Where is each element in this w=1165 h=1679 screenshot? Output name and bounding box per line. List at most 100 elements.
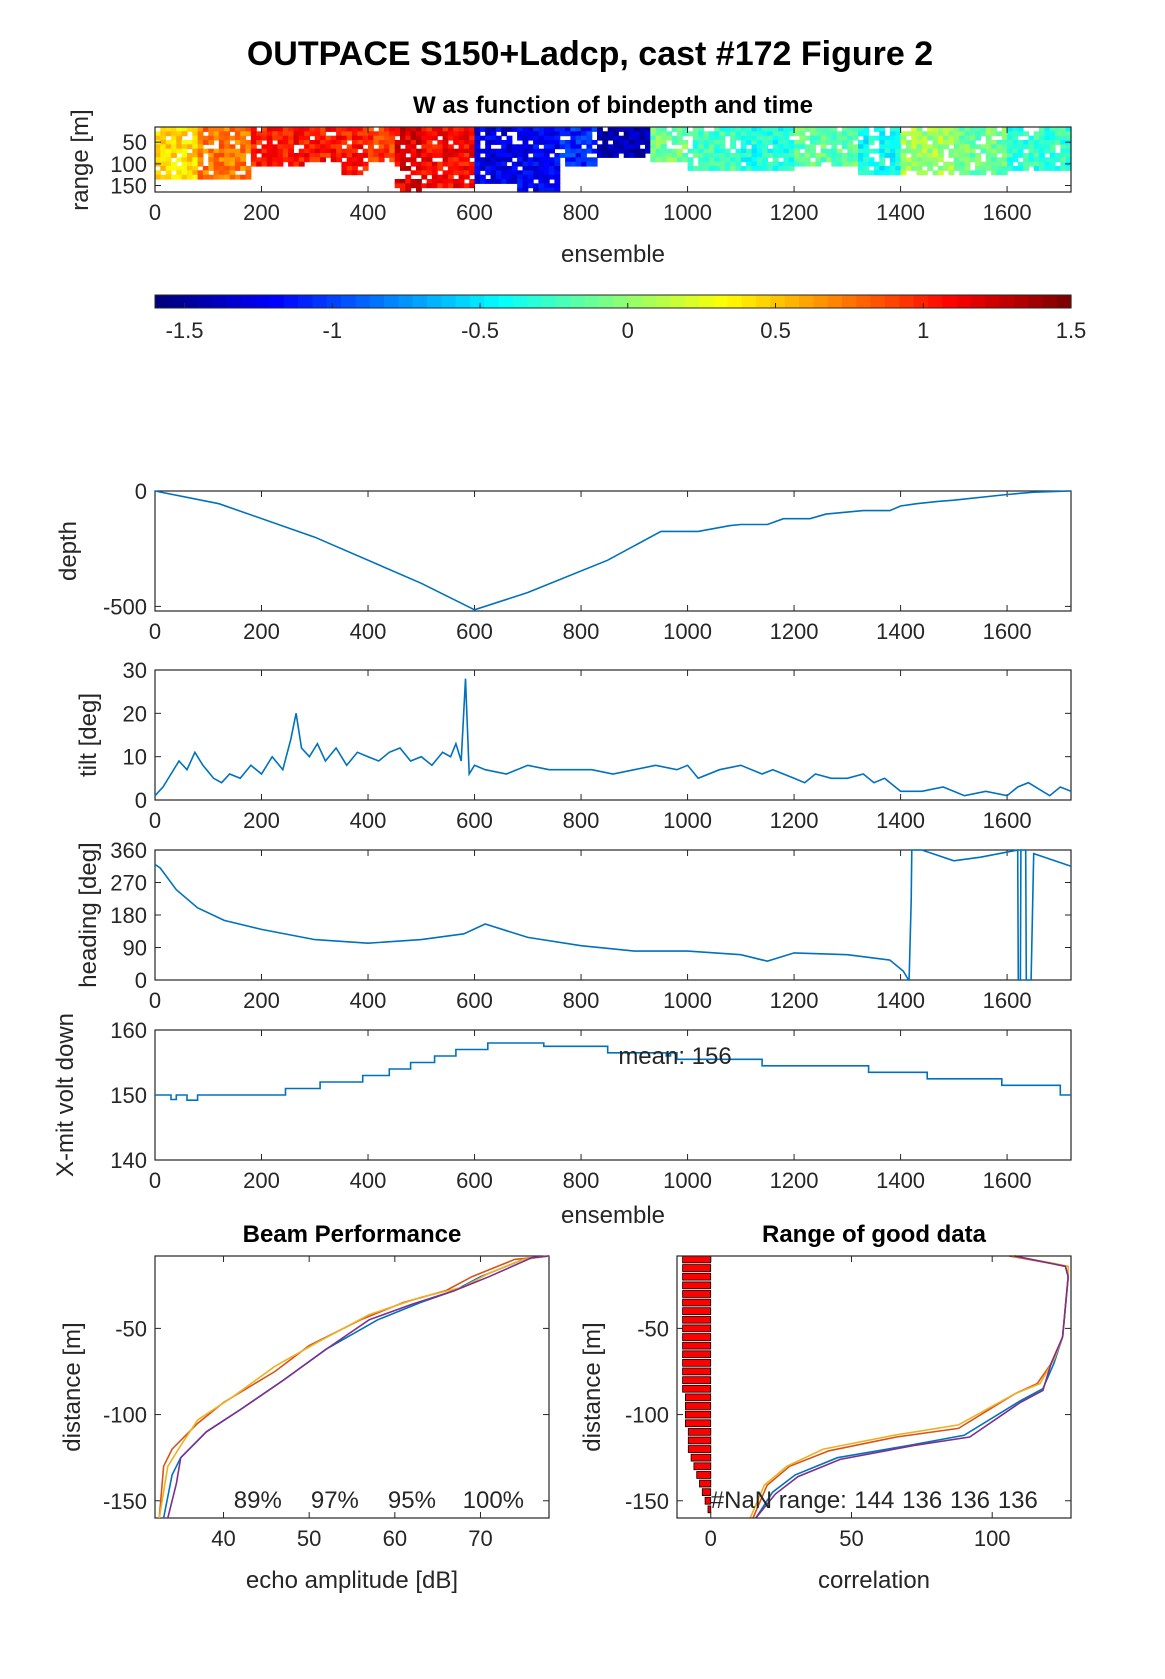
w-cell — [586, 157, 593, 163]
w-cell — [1055, 140, 1061, 145]
w-cell — [501, 148, 508, 154]
w-cell — [692, 148, 699, 154]
w-cell — [943, 135, 950, 141]
heading-xtick-label: 1400 — [876, 988, 925, 1013]
w-cell — [538, 166, 545, 171]
w-cell — [687, 166, 694, 171]
w-cell — [831, 127, 838, 132]
w-cell — [1049, 166, 1056, 171]
w-cell — [405, 183, 412, 189]
w-cell — [463, 148, 470, 154]
w-cell — [522, 166, 529, 171]
w-cell — [474, 144, 481, 150]
w-cell — [607, 148, 614, 154]
w-cell — [863, 153, 870, 158]
w-cell — [330, 127, 337, 132]
w-cell — [400, 140, 406, 145]
w-cell — [309, 140, 316, 145]
w-cell — [187, 166, 193, 171]
w-cell — [176, 131, 183, 137]
colorbar-cell — [1013, 295, 1029, 308]
w-cell — [304, 135, 310, 141]
colorbar-cell — [312, 295, 328, 308]
w-cell — [485, 153, 492, 158]
w-image-xtick-label: 0 — [149, 200, 161, 225]
heading-xtick-label: 1200 — [770, 988, 819, 1013]
w-cell — [778, 166, 784, 171]
w-cell — [155, 144, 161, 150]
w-cell — [485, 135, 492, 141]
colorbar-cell — [384, 295, 399, 308]
w-cell — [746, 161, 752, 167]
w-cell — [911, 140, 918, 145]
w-cell — [682, 131, 689, 137]
w-cell — [953, 161, 960, 167]
w-cell — [437, 153, 444, 158]
w-cell — [213, 170, 220, 176]
w-cell — [266, 153, 273, 158]
w-cell — [463, 183, 470, 189]
w-cell — [250, 161, 257, 167]
w-cell — [479, 157, 486, 163]
w-cell — [442, 170, 449, 176]
w-cell — [591, 148, 598, 154]
w-cell — [389, 135, 396, 141]
w-cell — [192, 127, 199, 132]
w-image-xtick-label: 1600 — [983, 200, 1032, 225]
w-cell — [213, 174, 220, 180]
w-cell — [453, 166, 460, 171]
w-cell — [666, 131, 673, 137]
w-cell — [868, 161, 875, 167]
w-cell — [171, 174, 177, 180]
w-cell — [937, 131, 944, 137]
colorbar-cell — [741, 295, 757, 308]
w-cell — [682, 157, 689, 163]
w-cell — [213, 166, 220, 171]
w-cell — [602, 131, 609, 137]
w-cell — [442, 140, 449, 145]
w-cell — [1023, 161, 1029, 167]
beam-performance-ytick-label: -150 — [103, 1489, 147, 1514]
w-cell — [565, 161, 571, 167]
w-cell — [298, 148, 305, 154]
w-cell — [442, 161, 449, 167]
w-cell — [948, 161, 955, 167]
w-cell — [490, 127, 497, 132]
w-cell — [479, 127, 486, 132]
w-cell — [160, 157, 167, 163]
w-cell — [985, 135, 992, 141]
w-cell — [192, 140, 199, 145]
w-cell — [831, 153, 838, 158]
w-cell — [426, 135, 433, 141]
corr-series-3 — [749, 1255, 1069, 1519]
range-good-data-ytick-label: -50 — [637, 1316, 669, 1341]
w-cell — [1065, 153, 1072, 158]
w-cell — [953, 157, 960, 163]
w-cell — [160, 135, 167, 141]
w-cell — [889, 170, 896, 176]
w-cell — [911, 135, 918, 141]
w-cell — [948, 127, 955, 132]
w-cell — [277, 144, 284, 150]
w-cell — [266, 161, 273, 167]
w-cell — [533, 148, 539, 154]
w-cell — [895, 161, 902, 167]
w-cell — [272, 131, 279, 137]
w-cell — [618, 135, 625, 141]
w-cell — [288, 131, 294, 137]
w-cell — [261, 153, 268, 158]
w-cell — [421, 127, 428, 132]
w-cell — [1039, 166, 1045, 171]
w-cell — [815, 135, 822, 141]
w-cell — [517, 174, 523, 180]
w-cell — [245, 127, 252, 132]
w-cell — [485, 179, 492, 184]
w-cell — [234, 161, 241, 167]
w-cell — [442, 144, 449, 150]
tilt-ytick-label: 0 — [135, 788, 147, 813]
w-cell — [916, 144, 923, 150]
w-cell — [218, 127, 225, 132]
w-cell — [442, 148, 449, 154]
w-cell — [900, 166, 907, 171]
w-cell — [831, 157, 838, 163]
